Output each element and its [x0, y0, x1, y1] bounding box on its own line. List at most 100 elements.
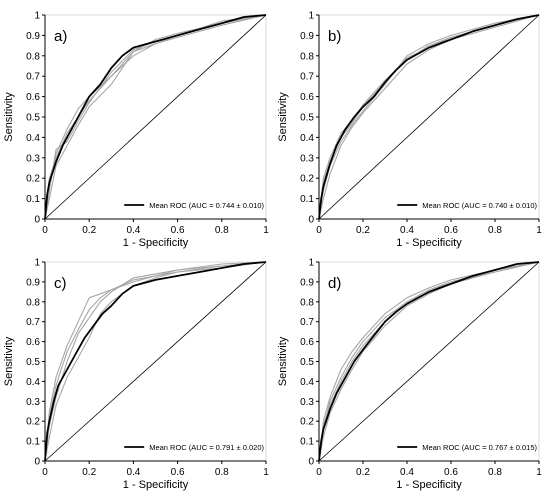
mean-roc-line	[318, 261, 540, 462]
y-tick-label: 1	[308, 258, 314, 269]
y-tick-label: 0.6	[300, 337, 314, 348]
y-axis-title: Sensitivity	[277, 92, 289, 142]
y-tick-label: 0.8	[26, 297, 40, 308]
y-tick-label: 0.4	[300, 377, 314, 388]
y-tick-label: 0.3	[300, 153, 314, 164]
x-tick-label: 0.8	[488, 467, 502, 478]
legend-label: Mean ROC (AUC = 0.791 ± 0.020)	[149, 443, 264, 452]
y-tick-label: 0.7	[300, 317, 314, 328]
y-tick-label: 0.2	[26, 417, 40, 428]
fold-roc-line-1	[318, 261, 540, 462]
x-tick-label: 0.6	[171, 225, 185, 236]
y-tick-label: 0.5	[26, 113, 40, 124]
y-tick-label: 0.2	[300, 417, 314, 428]
y-tick-label: 0.7	[26, 72, 40, 83]
y-tick-label: 1	[308, 11, 314, 22]
mean-roc-line	[44, 14, 267, 220]
x-tick-label: 1	[263, 467, 269, 478]
y-tick-label: 0.9	[300, 31, 314, 42]
x-axis-title: 1 - Specificity	[396, 237, 462, 249]
x-tick-label: 0.8	[488, 225, 502, 236]
x-tick-label: 0.4	[400, 467, 414, 478]
x-tick-label: 0.2	[356, 225, 370, 236]
roc-panel: 0 0.1 0.2 0.3 0.4 0.5 0.6 0.7 0.8 0.9 1 0 0.2 0.4 0.6 0…	[3, 258, 269, 492]
panel-label: b)	[328, 28, 341, 45]
legend-label: Mean ROC (AUC = 0.744 ± 0.010)	[149, 201, 264, 210]
chance-diagonal-line	[44, 261, 267, 462]
y-tick-label: 0.9	[26, 31, 40, 42]
x-axis-title: 1 - Specificity	[396, 479, 462, 491]
x-axis-title: 1 - Specificity	[123, 237, 189, 249]
fold-roc-line-3	[44, 14, 267, 220]
chance-diagonal-line	[44, 14, 267, 220]
y-tick-label: 0.4	[26, 133, 40, 144]
legend-label: Mean ROC (AUC = 0.767 ± 0.015)	[422, 443, 537, 452]
panel-label: d)	[328, 275, 341, 292]
roc-panel: 0 0.1 0.2 0.3 0.4 0.5 0.6 0.7 0.8 0.9 1 0 0.2 0.4 0.6 0…	[277, 258, 542, 492]
y-tick-label: 0	[34, 215, 40, 226]
mean-roc-line	[44, 261, 267, 462]
y-tick-label: 0.6	[300, 92, 314, 103]
x-tick-label: 0	[42, 225, 48, 236]
x-tick-label: 0.8	[215, 225, 229, 236]
x-tick-label: 0.6	[444, 467, 458, 478]
y-tick-label: 0.5	[300, 357, 314, 368]
y-tick-label: 0.1	[300, 194, 314, 205]
panel-label: a)	[54, 28, 67, 45]
y-tick-label: 0.7	[26, 317, 40, 328]
x-tick-label: 1	[536, 467, 542, 478]
y-tick-label: 0.4	[26, 377, 40, 388]
fold-roc-line-3	[44, 261, 267, 462]
fold-roc-line-4	[318, 261, 540, 462]
x-tick-label: 0.6	[171, 467, 185, 478]
y-axis-title: Sensitivity	[277, 336, 289, 386]
y-tick-label: 0.4	[300, 133, 314, 144]
y-tick-label: 0.5	[300, 113, 314, 124]
mean-roc-line	[318, 14, 540, 220]
x-tick-label: 0	[316, 225, 322, 236]
chance-diagonal-line	[318, 261, 540, 462]
x-tick-label: 0	[42, 467, 48, 478]
chance-diagonal-line	[318, 14, 540, 220]
x-tick-label: 0.8	[215, 467, 229, 478]
y-tick-label: 0.9	[300, 277, 314, 288]
y-tick-label: 0	[308, 215, 314, 226]
x-tick-label: 0.2	[356, 467, 370, 478]
x-tick-label: 1	[536, 225, 542, 236]
y-tick-label: 0	[34, 457, 40, 468]
y-tick-label: 0.2	[26, 174, 40, 185]
x-tick-label: 0.4	[126, 225, 140, 236]
fold-roc-line-4	[44, 261, 267, 462]
y-tick-label: 0.1	[26, 194, 40, 205]
y-axis-title: Sensitivity	[3, 336, 15, 386]
x-axis-title: 1 - Specificity	[123, 479, 189, 491]
x-tick-label: 0.6	[444, 225, 458, 236]
y-tick-label: 0.3	[26, 153, 40, 164]
y-tick-label: 0.7	[300, 72, 314, 83]
y-tick-label: 0.3	[26, 397, 40, 408]
x-tick-label: 0.4	[126, 467, 140, 478]
y-tick-label: 0	[308, 457, 314, 468]
panel-label: c)	[54, 275, 67, 292]
x-tick-label: 0.2	[82, 225, 96, 236]
y-tick-label: 0.8	[26, 51, 40, 62]
y-tick-label: 0.3	[300, 397, 314, 408]
y-axis-title: Sensitivity	[3, 92, 15, 142]
y-tick-label: 0.6	[26, 92, 40, 103]
roc-panel: 0 0.1 0.2 0.3 0.4 0.5 0.6 0.7 0.8 0.9 1 0 0.2 0.4 0.6 0…	[277, 11, 542, 250]
y-tick-label: 0.5	[26, 357, 40, 368]
y-tick-label: 1	[34, 258, 40, 269]
y-tick-label: 0.9	[26, 277, 40, 288]
y-tick-label: 0.1	[300, 437, 314, 448]
x-tick-label: 1	[263, 225, 269, 236]
y-tick-label: 0.8	[300, 51, 314, 62]
y-tick-label: 1	[34, 11, 40, 22]
x-tick-label: 0.2	[82, 467, 96, 478]
roc-panel: 0 0.1 0.2 0.3 0.4 0.5 0.6 0.7 0.8 0.9 1 0 0.2 0.4 0.6 0…	[3, 11, 269, 250]
y-tick-label: 0.1	[26, 437, 40, 448]
x-tick-label: 0	[316, 467, 322, 478]
y-tick-label: 0.2	[300, 174, 314, 185]
legend-label: Mean ROC (AUC = 0.740 ± 0.010)	[422, 201, 537, 210]
